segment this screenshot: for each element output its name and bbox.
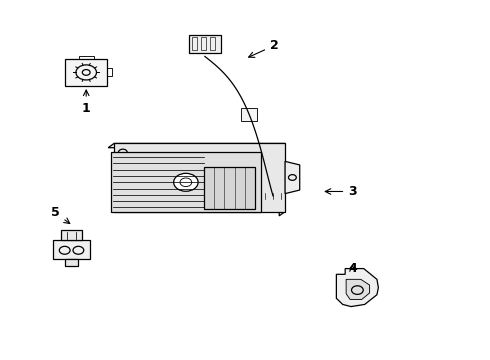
Bar [107, 68, 112, 76]
Bar [261, 190, 285, 202]
Bar [65, 259, 78, 266]
Bar [210, 37, 215, 50]
Polygon shape [336, 269, 378, 307]
Bar [61, 230, 82, 240]
Circle shape [173, 173, 198, 191]
Text: 5: 5 [51, 207, 70, 224]
Text: 2: 2 [248, 39, 279, 57]
Bar [79, 56, 94, 59]
Bar [201, 37, 206, 50]
Text: 3: 3 [325, 185, 357, 198]
Text: 1: 1 [82, 90, 91, 115]
Bar [204, 167, 255, 209]
Bar [66, 59, 107, 86]
Bar [114, 143, 285, 212]
Polygon shape [108, 143, 285, 216]
Bar [241, 108, 257, 121]
Polygon shape [285, 161, 300, 194]
Bar [111, 152, 261, 212]
Bar [53, 240, 90, 259]
Bar [192, 37, 197, 50]
Polygon shape [346, 279, 369, 300]
Bar [189, 35, 220, 53]
Text: 4: 4 [348, 262, 357, 275]
